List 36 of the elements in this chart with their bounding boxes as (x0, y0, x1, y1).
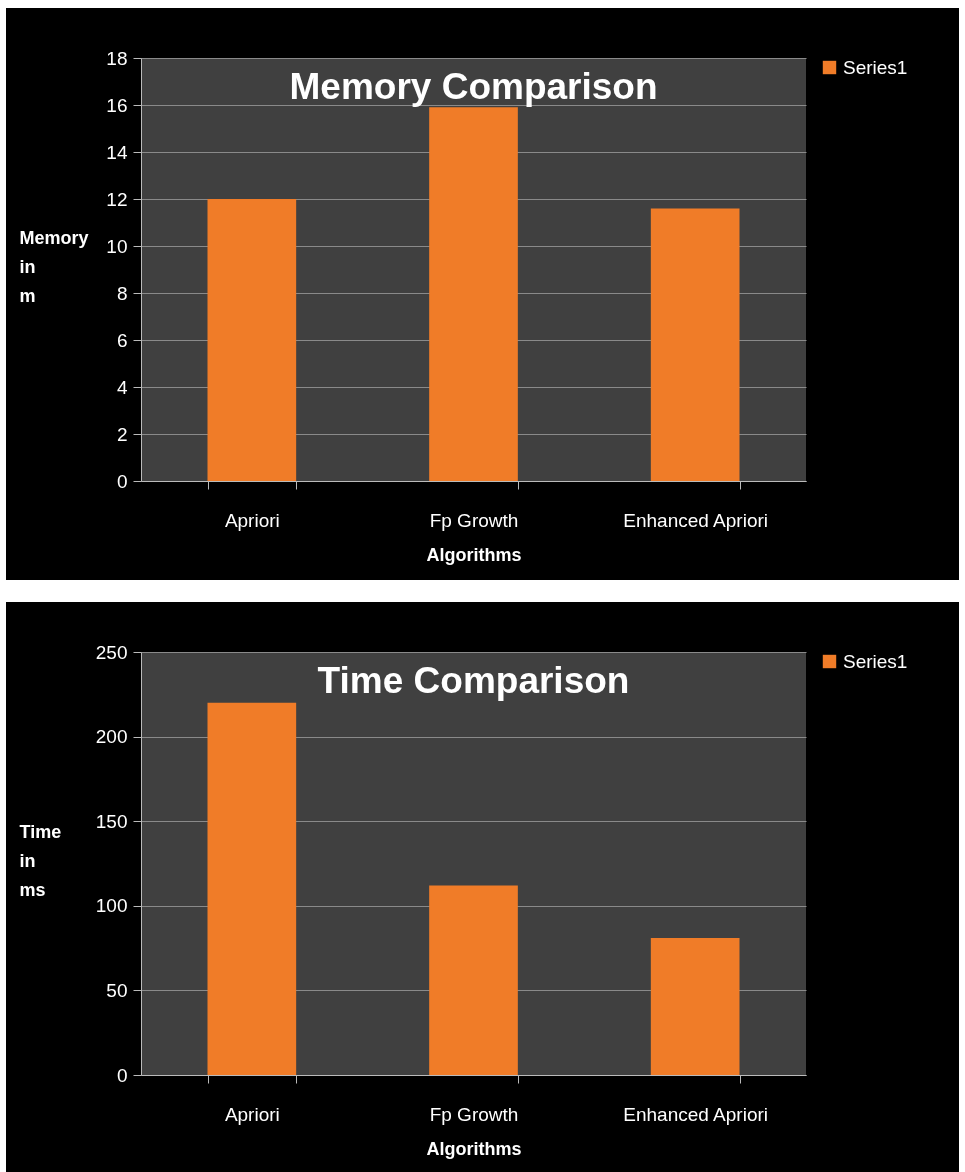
x-tick-label: Apriori (224, 1103, 280, 1125)
chart-title: Memory Comparison (289, 66, 658, 107)
y-tick-label: 4 (116, 376, 128, 398)
y-tick-label: 8 (116, 282, 128, 304)
y-tick-label: 250 (95, 641, 128, 663)
y-tick-label: 14 (106, 141, 128, 163)
bar (650, 937, 740, 1075)
x-tick-label: Fp Growth (429, 509, 519, 531)
y-axis-title: Memory in m (19, 227, 89, 306)
y-tick-label: 16 (106, 94, 128, 116)
y-axis-title: Time in ms (19, 821, 62, 900)
x-axis-title: Algorithms (426, 1138, 522, 1159)
x-axis-title: Algorithms (426, 544, 522, 565)
y-tick-label: 12 (106, 188, 128, 210)
y-tick-label: 50 (106, 979, 128, 1001)
x-tick-label: Enhanced Apriori (623, 509, 769, 531)
bar (429, 107, 518, 481)
bar (429, 885, 518, 1075)
x-tick-label: Enhanced Apriori (623, 1103, 769, 1125)
y-tick-label: 6 (116, 329, 128, 351)
legend-label: Series1 (843, 650, 908, 672)
x-tick-label: Fp Growth (429, 1103, 519, 1125)
y-tick-label: 200 (95, 726, 128, 748)
y-tick-label: 2 (116, 423, 128, 445)
y-tick-label: 18 (106, 47, 128, 69)
chart-title: Time Comparison (317, 660, 630, 701)
y-tick-label: 100 (95, 895, 128, 917)
bar (207, 702, 297, 1075)
y-tick-label: 0 (116, 1064, 128, 1086)
legend-label: Series1 (843, 56, 908, 78)
y-tick-label: 10 (106, 235, 128, 257)
y-tick-label: 150 (95, 810, 128, 832)
bar (650, 208, 740, 481)
y-tick-label: 0 (116, 470, 128, 492)
bar (207, 199, 297, 481)
x-tick-label: Apriori (224, 509, 280, 531)
